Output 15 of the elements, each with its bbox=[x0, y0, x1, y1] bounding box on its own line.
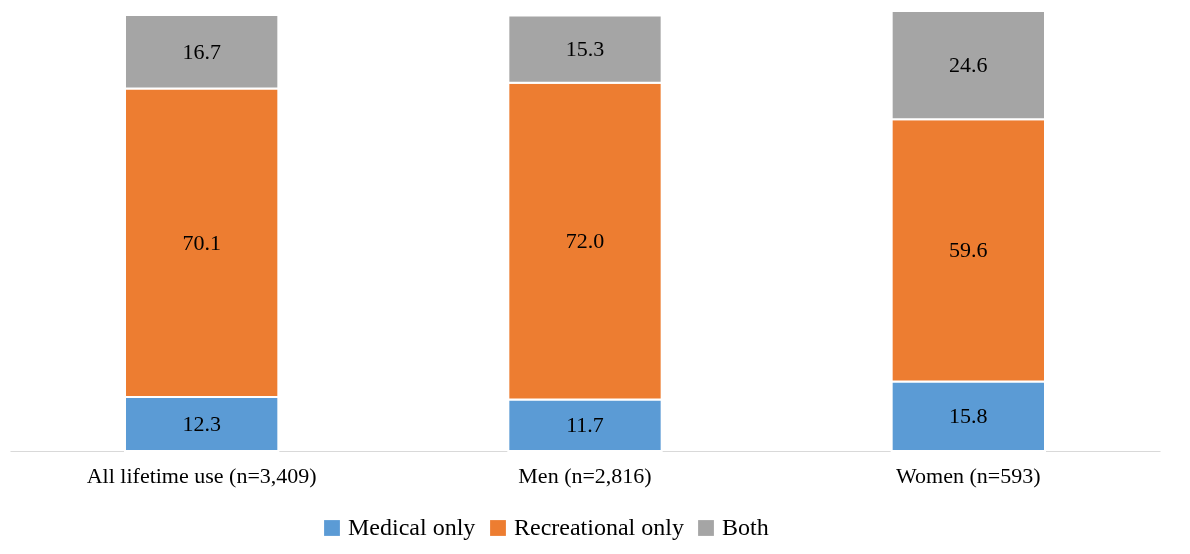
data-label: 16.7 bbox=[182, 38, 221, 64]
x-tick-label: Women (n=593) bbox=[896, 462, 1041, 488]
legend-label: Both bbox=[722, 514, 769, 540]
legend-label: Medical only bbox=[348, 514, 476, 540]
data-label: 11.7 bbox=[566, 412, 604, 438]
data-label: 24.6 bbox=[949, 52, 988, 78]
data-label: 15.8 bbox=[949, 403, 988, 429]
x-tick-label: Men (n=2,816) bbox=[518, 462, 652, 488]
data-label: 59.6 bbox=[949, 237, 988, 263]
legend-label: Recreational only bbox=[514, 514, 684, 540]
data-label: 15.3 bbox=[565, 36, 605, 62]
data-label: 70.1 bbox=[182, 229, 221, 255]
x-tick-label: All lifetime use (n=3,409) bbox=[86, 462, 317, 488]
data-label: 72.0 bbox=[565, 228, 605, 254]
data-label: 12.3 bbox=[182, 410, 221, 436]
